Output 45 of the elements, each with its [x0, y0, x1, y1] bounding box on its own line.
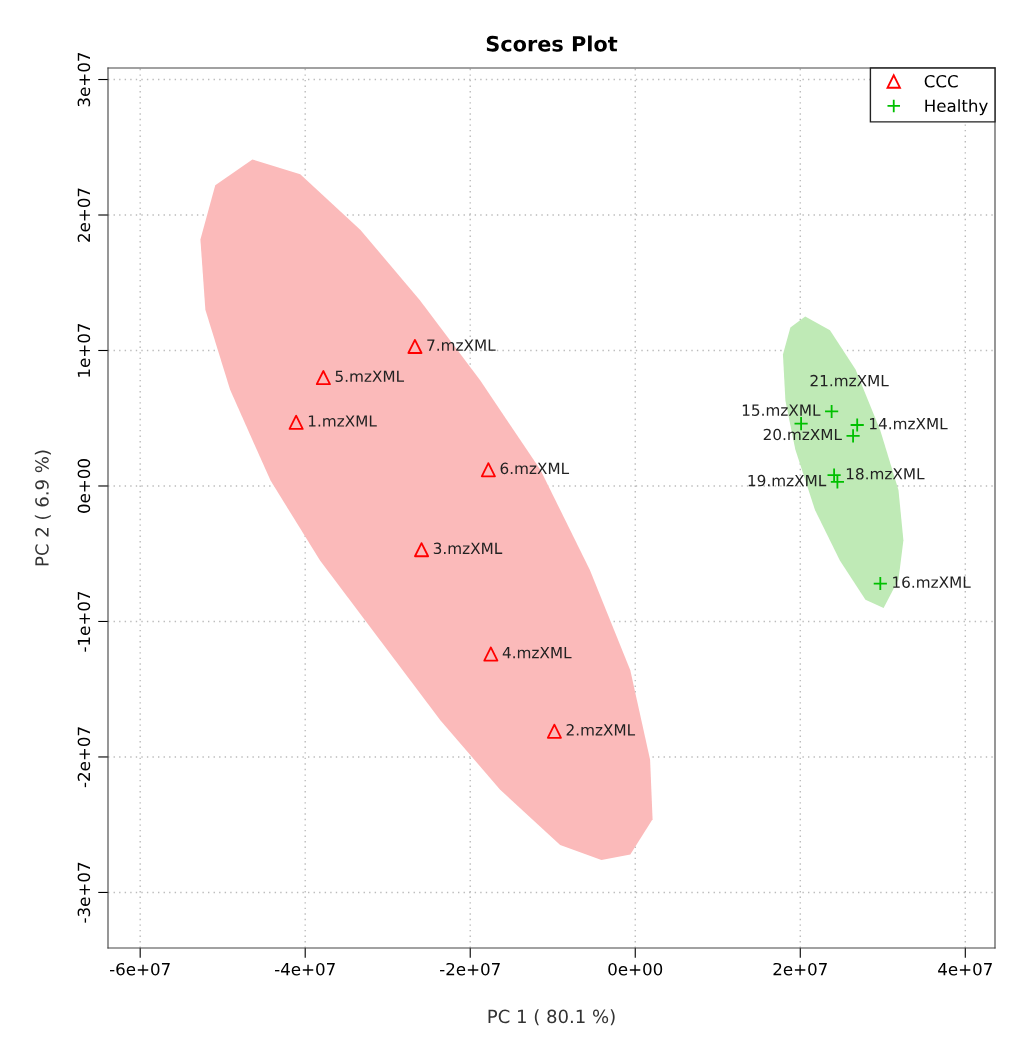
x-tick-label: -4e+07: [274, 962, 335, 976]
annotation: 7.mzXML: [427, 339, 496, 351]
y-tick-label: 2e+07: [77, 188, 91, 242]
point: [824, 403, 840, 419]
point: [849, 417, 865, 433]
point: [546, 723, 562, 739]
y-tick-label: -1e+07: [77, 591, 91, 652]
x-tick-label: 2e+07: [773, 962, 827, 976]
point: [845, 428, 861, 444]
point: [829, 474, 845, 490]
point: [483, 646, 499, 662]
y-tick-label: -3e+07: [77, 862, 91, 923]
y-tick-label: 3e+07: [77, 52, 91, 107]
chart-title: Scores Plot: [486, 35, 618, 52]
annotation: 18.mzXML: [846, 468, 925, 480]
point: [288, 414, 304, 430]
x-tick-label: -6e+07: [109, 962, 170, 976]
annotation: 2.mzXML: [566, 724, 636, 736]
annotation: 3.mzXML: [433, 542, 503, 555]
annotation: 20.mzXML: [763, 428, 842, 441]
legend-label: Healthy: [925, 99, 988, 116]
annotation: 14.mzXML: [869, 418, 948, 430]
point: [407, 338, 423, 354]
y-tick-label: 1e+07: [77, 323, 91, 377]
annotation: 16.mzXML: [893, 576, 971, 588]
annotation: 5.mzXML: [335, 370, 405, 383]
y-tick-label: -2e+07: [77, 727, 91, 788]
x-tick-label: 4e+07: [938, 962, 992, 976]
y-axis-title: PC 2 ( 6.9 %): [34, 450, 51, 566]
annotation: 15.mzXML: [742, 404, 821, 416]
point: [480, 462, 496, 478]
point: [826, 467, 842, 483]
annotation: 6.mzXML: [500, 462, 570, 475]
annotation: 1.mzXML: [308, 415, 377, 427]
annotation: 19.mzXML: [748, 474, 827, 487]
y-tick-label: 0e+00: [77, 459, 91, 513]
annotation: 4.mzXML: [502, 647, 572, 659]
point: [315, 370, 331, 386]
annotation: 21.mzXML: [810, 374, 889, 387]
x-tick-label: 0e+00: [608, 962, 663, 976]
x-axis-title: PC 1 ( 80.1 %): [488, 1009, 615, 1026]
point: [872, 576, 888, 592]
legend-label: CCC: [924, 74, 958, 88]
point: [414, 542, 430, 558]
x-tick-label: -2e+07: [440, 962, 500, 976]
